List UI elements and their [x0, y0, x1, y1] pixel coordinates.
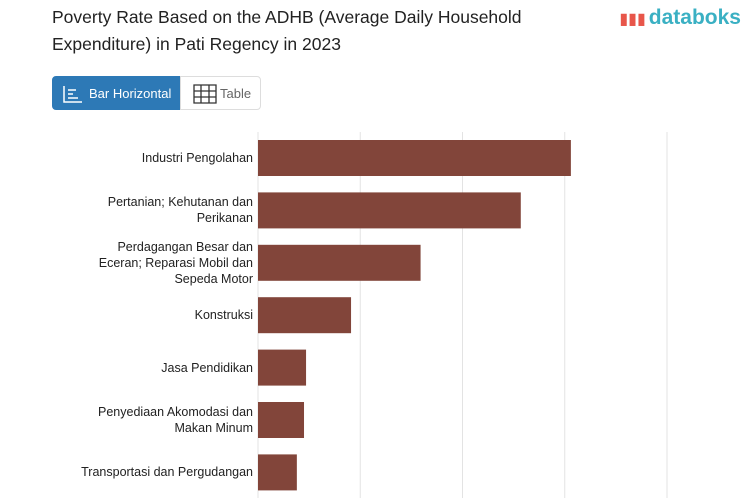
y-tick-label: Konstruksi	[194, 308, 253, 323]
bar	[258, 192, 521, 229]
logo: ▮▮▮ databoks	[619, 6, 741, 29]
bar	[258, 244, 421, 281]
y-tick-label: Jasa Pendidikan	[161, 360, 253, 375]
bar	[258, 140, 571, 176]
bar	[258, 402, 305, 438]
table-button-label: Table	[220, 86, 252, 101]
y-tick-label: Transportasi dan Pergudangan	[81, 465, 253, 480]
chart-title: Poverty Rate Based on the ADHB (Average …	[52, 7, 522, 54]
table-button[interactable]: Table	[180, 76, 261, 110]
bar-icon	[63, 86, 82, 103]
logo-text: databoks	[648, 6, 741, 29]
bar	[258, 297, 352, 334]
table-icon	[193, 84, 217, 104]
y-tick-label: Pertanian; Kehutanan dan Perikanan	[107, 195, 253, 226]
y-tick-label: Perdagangan Besar dan Eceran; Reparasi M…	[98, 239, 253, 286]
bar-button-label: Bar Horizontal	[89, 86, 172, 101]
y-tick-label: Penyediaan Akomodasi dan Makan Minum	[98, 405, 253, 435]
bar	[258, 349, 307, 386]
y-tick-label: Industri Pengolahan	[141, 151, 253, 165]
bar	[258, 454, 297, 491]
bar-button[interactable]: Bar Horizontal	[52, 76, 180, 110]
